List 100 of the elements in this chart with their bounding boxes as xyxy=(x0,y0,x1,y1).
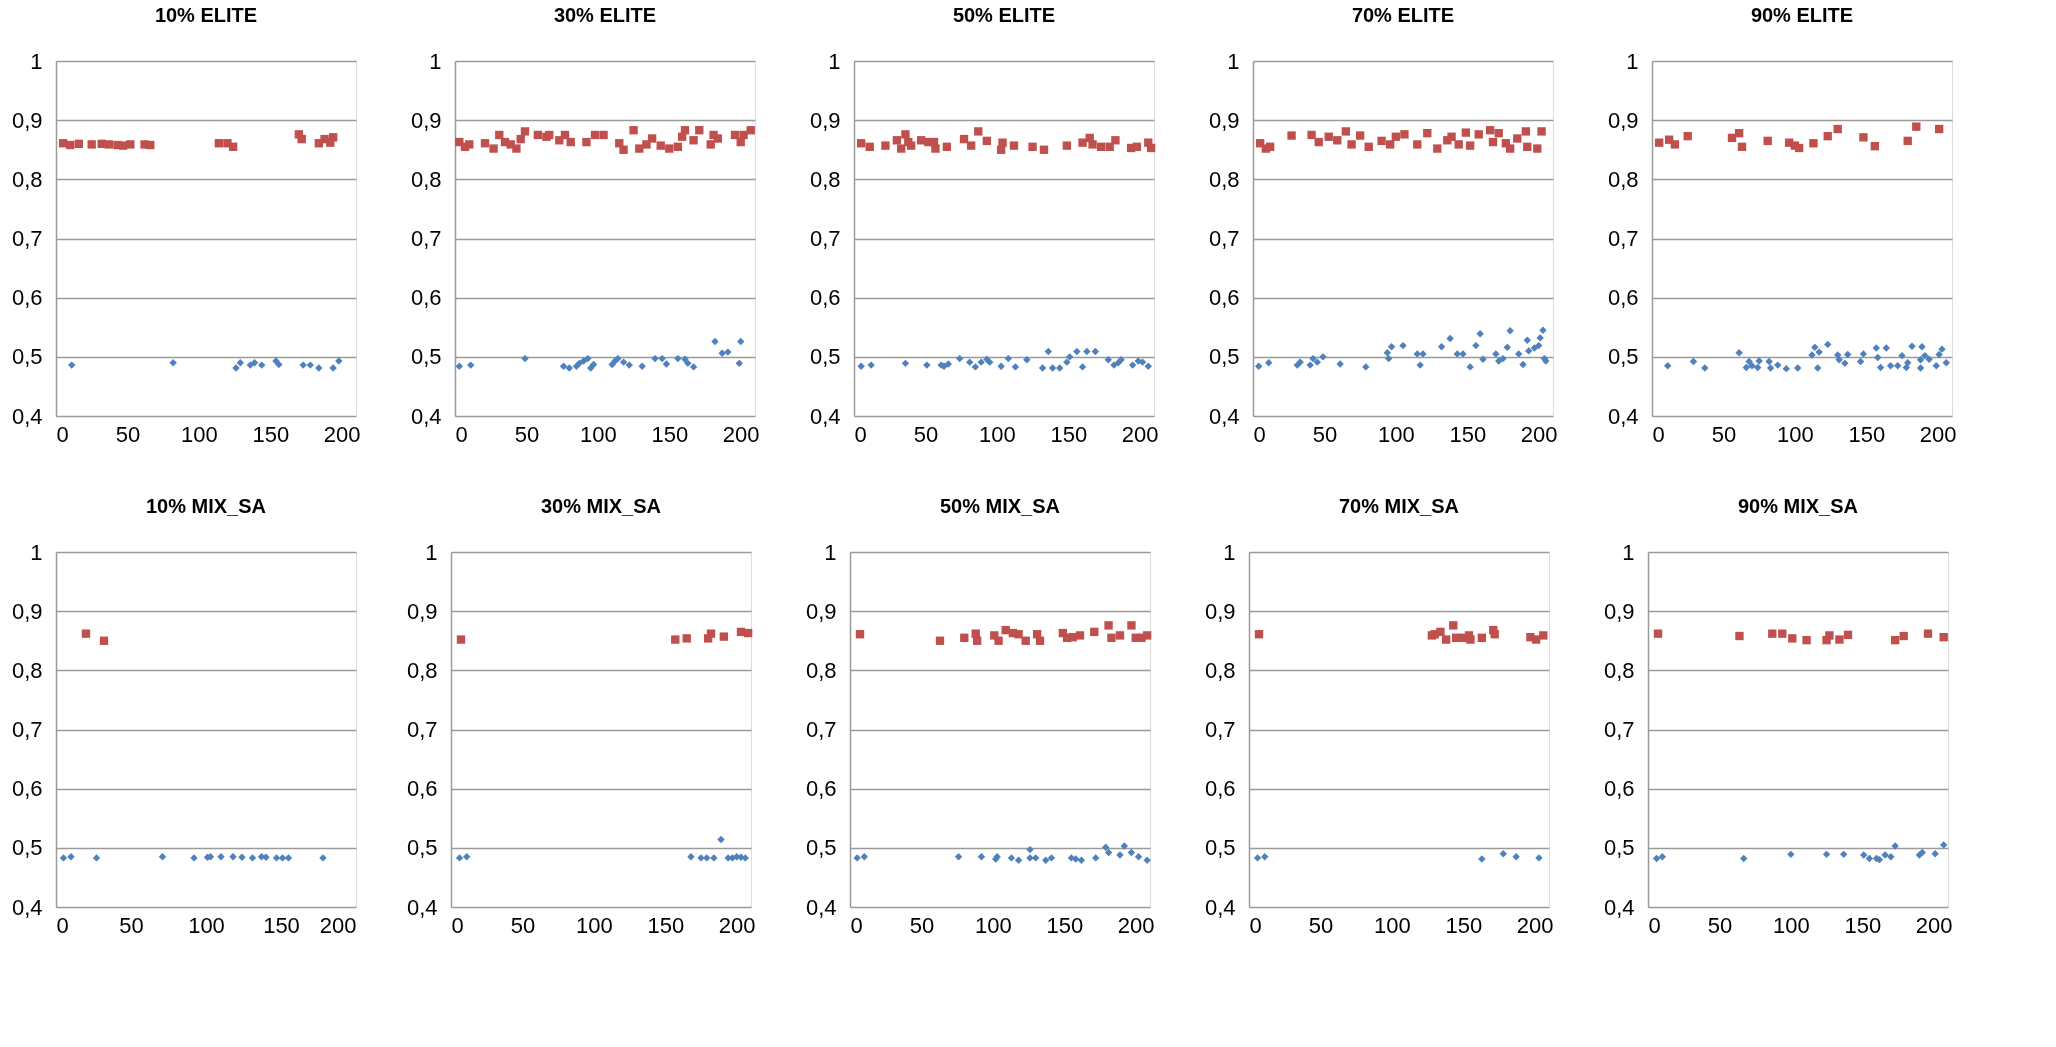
y-tick-label: 0,5 xyxy=(406,835,438,861)
point xyxy=(706,629,716,638)
x-tick-label: 50 xyxy=(514,421,540,447)
point xyxy=(892,136,902,145)
point xyxy=(662,360,671,368)
point xyxy=(1921,351,1929,360)
point xyxy=(590,130,600,140)
point xyxy=(1499,354,1507,363)
x-tick-label: 100 xyxy=(1773,912,1810,938)
point xyxy=(1734,129,1744,138)
y-tick-label: 0,7 xyxy=(809,226,841,251)
point xyxy=(1512,853,1520,861)
y-tick-label: 0,5 xyxy=(410,344,442,370)
point xyxy=(1066,353,1074,361)
point xyxy=(456,635,466,644)
point xyxy=(1102,843,1110,851)
point xyxy=(682,634,691,643)
point xyxy=(1835,635,1844,644)
point xyxy=(1523,336,1531,344)
point xyxy=(1787,850,1795,859)
point xyxy=(236,359,244,367)
point xyxy=(1307,130,1316,140)
x-tick-label: 50 xyxy=(1308,912,1334,938)
point xyxy=(1794,143,1804,153)
point xyxy=(954,853,963,861)
x-tick-label: 50 xyxy=(909,912,935,938)
point xyxy=(972,636,982,645)
point xyxy=(625,361,633,369)
y-tick-label: 1 xyxy=(429,48,442,74)
y-tick-label: 0,7 xyxy=(11,717,43,742)
point xyxy=(1860,851,1868,859)
point xyxy=(455,362,463,371)
point xyxy=(1539,631,1548,640)
x-tick-label: 100 xyxy=(975,912,1012,938)
x-tick-label: 200 xyxy=(319,912,357,938)
y-tick-label: 0,6 xyxy=(11,776,43,802)
point xyxy=(1265,142,1275,151)
point xyxy=(665,144,674,153)
y-tick-label: 0,4 xyxy=(410,403,442,429)
point xyxy=(1115,631,1125,640)
point xyxy=(1446,334,1454,343)
point xyxy=(1385,354,1393,363)
point xyxy=(608,360,616,369)
point xyxy=(1823,131,1832,141)
point xyxy=(1890,635,1900,645)
x-tick-label: 0 xyxy=(1648,912,1661,938)
y-tick-label: 0,8 xyxy=(11,166,43,192)
y-tick-label: 0,7 xyxy=(11,226,43,251)
point xyxy=(942,142,952,151)
point xyxy=(1127,848,1136,857)
point xyxy=(1737,142,1747,151)
point xyxy=(104,140,114,149)
point xyxy=(1090,627,1099,637)
point xyxy=(1436,627,1445,637)
point xyxy=(1918,848,1926,857)
chart-title: 70% ELITE xyxy=(1351,4,1455,26)
point xyxy=(971,629,980,638)
point xyxy=(68,361,76,369)
point xyxy=(1825,631,1834,640)
y-tick-label: 0,9 xyxy=(1208,107,1240,133)
point xyxy=(1077,856,1086,864)
point xyxy=(1062,141,1072,150)
point xyxy=(743,628,753,638)
y-tick-label: 0,8 xyxy=(410,166,442,192)
point xyxy=(974,127,983,136)
point xyxy=(1144,362,1152,371)
point xyxy=(1870,142,1880,151)
x-tick-label: 150 xyxy=(1848,421,1886,447)
y-tick-label: 0,6 xyxy=(410,285,442,311)
point xyxy=(1134,853,1143,861)
point xyxy=(1531,635,1541,644)
point xyxy=(1413,350,1421,358)
x-tick-label: 50 xyxy=(119,912,144,938)
x-tick-label: 100 xyxy=(1378,421,1415,447)
y-tick-label: 0,9 xyxy=(805,598,837,624)
y-tick-label: 0,8 xyxy=(1204,657,1236,683)
point xyxy=(1653,629,1663,638)
y-tick-label: 0,9 xyxy=(11,107,43,133)
point xyxy=(1782,364,1790,373)
y-tick-label: 0,9 xyxy=(1603,598,1635,624)
point xyxy=(1324,132,1333,141)
point xyxy=(619,145,628,154)
point xyxy=(1447,132,1456,141)
x-tick-label: 50 xyxy=(115,421,141,447)
y-tick-label: 0,8 xyxy=(11,657,43,683)
point xyxy=(1146,143,1156,153)
point xyxy=(1449,621,1458,630)
y-tick-label: 0,9 xyxy=(11,598,43,624)
point xyxy=(169,359,177,367)
y-tick-label: 0,8 xyxy=(406,657,438,683)
point xyxy=(1916,356,1925,364)
y-tick-label: 0,9 xyxy=(1607,107,1639,133)
point xyxy=(739,130,748,140)
point xyxy=(1091,347,1100,356)
point xyxy=(1894,362,1902,370)
point xyxy=(1505,144,1515,153)
point xyxy=(651,354,659,363)
point xyxy=(1899,631,1908,641)
x-tick-label: 0 xyxy=(56,421,69,447)
x-tick-label: 150 xyxy=(1844,912,1882,938)
